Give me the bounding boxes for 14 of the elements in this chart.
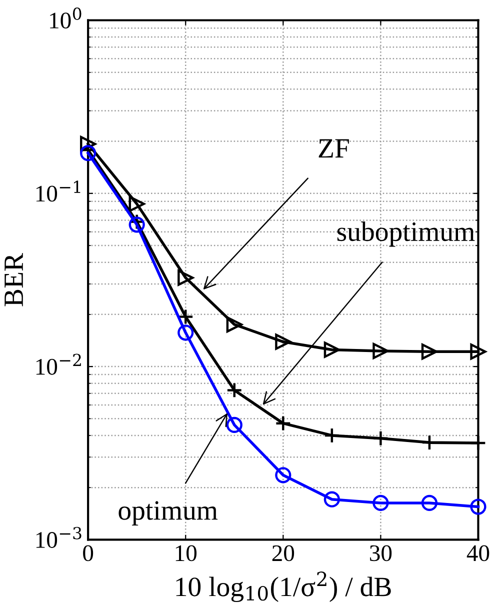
y-tick-label: 10$^{−2}$ <box>36 354 81 375</box>
y-tick-label: 10$^{−3}$ <box>36 526 82 548</box>
annotation: optimum <box>118 501 218 526</box>
x-tick-label: 40 <box>466 545 490 562</box>
y-tick-label: 10$^{−1}$ <box>36 180 80 202</box>
x-tick-label: 20 <box>272 545 294 562</box>
annotation: suboptimum <box>337 222 475 247</box>
x-axis-title: 10 log$_{10}$(1/σ$^{2}$) / dB <box>176 572 391 602</box>
x-tick-label: 30 <box>370 545 392 562</box>
x-tick-label: 10 <box>176 545 197 562</box>
annotation: ZF <box>318 139 349 158</box>
y-axis-title: BER <box>4 253 23 306</box>
x-tick-label: 0 <box>83 545 94 562</box>
y-tick-label: 10$^{0}$ <box>50 7 82 29</box>
